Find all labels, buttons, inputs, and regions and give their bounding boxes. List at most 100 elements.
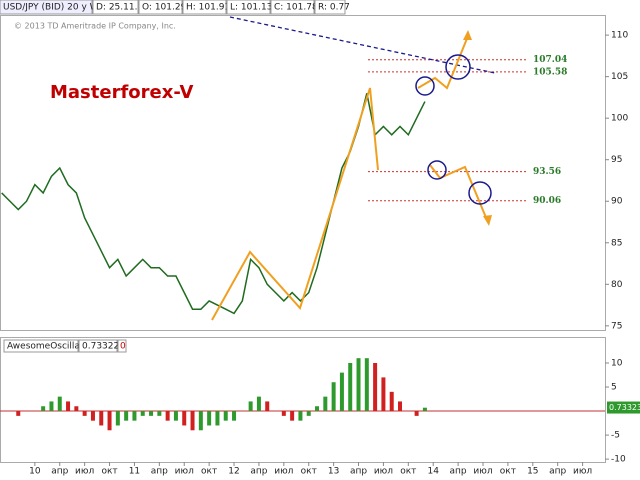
x-tick-label: июл <box>274 467 293 477</box>
copyright: © 2013 TD Ameritrade IP Company, Inc. <box>14 22 176 31</box>
osc-bar <box>306 411 311 416</box>
osc-bar <box>323 396 328 412</box>
box <box>3 339 79 353</box>
osc-bar <box>16 411 21 416</box>
osc-bar <box>248 401 253 412</box>
level-label: 93.56 <box>533 167 561 177</box>
osc-bar <box>173 411 178 421</box>
low: L: 101.13 <box>230 3 272 13</box>
y-tick-label: 90 <box>611 197 623 207</box>
box <box>0 0 93 15</box>
osc-bar <box>232 411 237 421</box>
arrow-up <box>463 30 472 40</box>
price-panel <box>0 15 606 331</box>
osc-bar <box>414 411 419 416</box>
x-tick-label: окт <box>400 467 416 477</box>
osc-bar <box>99 411 104 426</box>
header: USD/JPY (BID) 20 y W D: 25.11.13 O: 101.… <box>0 0 350 15</box>
osc-bar <box>132 411 137 421</box>
osc-bar <box>41 406 46 412</box>
osc-bar <box>115 411 120 426</box>
osc-bar <box>190 411 195 431</box>
symbol: USD/JPY (BID) 20 y W <box>3 3 99 13</box>
osc-bar <box>298 411 303 421</box>
osc-bar <box>373 362 378 412</box>
level-label: 90.06 <box>533 196 561 206</box>
y-tick-label: 105 <box>611 72 628 82</box>
x-tick-label: 14 <box>427 467 439 477</box>
box <box>314 0 346 15</box>
x-tick-label: июл <box>473 467 492 477</box>
box <box>78 339 118 353</box>
osc-bar <box>364 358 369 412</box>
arrow-down <box>483 215 492 226</box>
osc-bar <box>66 401 71 412</box>
annotations <box>211 16 496 321</box>
y-tick-label: 80 <box>611 280 623 290</box>
y-tick-label: 75 <box>611 321 622 331</box>
box <box>182 0 227 15</box>
box <box>138 0 183 15</box>
x-tick-label: окт <box>500 467 516 477</box>
circle <box>427 160 447 180</box>
watermark: Masterforex-V <box>50 82 194 103</box>
x-tick-label: апр <box>51 467 68 477</box>
osc-bar <box>74 406 79 412</box>
close: C: 101.78 <box>274 3 318 13</box>
y-tick-label: -10 <box>611 455 626 465</box>
x-tick-label: 15 <box>527 467 538 477</box>
date: D: 25.11.13 <box>96 3 149 13</box>
osc-bar <box>57 396 62 412</box>
x-tick-label: июл <box>573 467 592 477</box>
x-tick-label: окт <box>101 467 117 477</box>
x-tick-label: апр <box>450 467 467 477</box>
osc-bar <box>157 411 162 416</box>
y-tick-label: 95 <box>611 155 622 165</box>
x-tick-label: апр <box>549 467 566 477</box>
x-tick-label: июл <box>374 467 393 477</box>
level-label: 107.04 <box>533 55 567 65</box>
osc-legend: AwesomeOscillator 0.733226 0 <box>3 339 127 353</box>
x-tick-label: апр <box>250 467 267 477</box>
osc-bar <box>207 411 212 426</box>
osc-bar <box>389 391 394 412</box>
osc-bar <box>223 411 228 421</box>
trendline <box>229 16 496 74</box>
circle <box>445 54 471 80</box>
x-tick-label: июл <box>175 467 194 477</box>
osc-bar <box>265 401 270 412</box>
osc-bar <box>215 411 220 426</box>
osc-bar <box>124 411 129 421</box>
osc-bar <box>290 411 295 421</box>
box <box>117 339 127 353</box>
x-tick-label: 10 <box>29 467 41 477</box>
osc-bar <box>49 401 54 412</box>
level-label: 105.58 <box>533 67 567 77</box>
projection-up <box>417 35 469 90</box>
x-tick-label: окт <box>201 467 217 477</box>
box <box>270 0 315 15</box>
osc-bar <box>398 401 403 412</box>
osc-bar <box>422 407 427 412</box>
osc-bar <box>198 411 203 431</box>
y-tick-label: 10 <box>611 358 623 368</box>
open: O: 101.29 <box>142 3 187 13</box>
circle <box>468 181 492 205</box>
last-tag: 0.73323 <box>609 403 640 412</box>
osc-bar <box>331 382 336 412</box>
osc-panel <box>0 337 606 463</box>
osc-bar <box>140 411 145 416</box>
osc-bar <box>281 411 286 416</box>
osc-last: 0.733226 <box>82 342 125 352</box>
range: R: 0.77 <box>318 3 350 13</box>
osc-bar <box>82 411 87 416</box>
projection-down <box>429 164 488 221</box>
y-tick-label: -5 <box>611 431 620 441</box>
x-tick-label: июл <box>75 467 94 477</box>
osc-bar <box>165 411 170 421</box>
x-tick-label: апр <box>350 467 367 477</box>
osc-bar <box>348 362 353 412</box>
box <box>92 0 139 15</box>
